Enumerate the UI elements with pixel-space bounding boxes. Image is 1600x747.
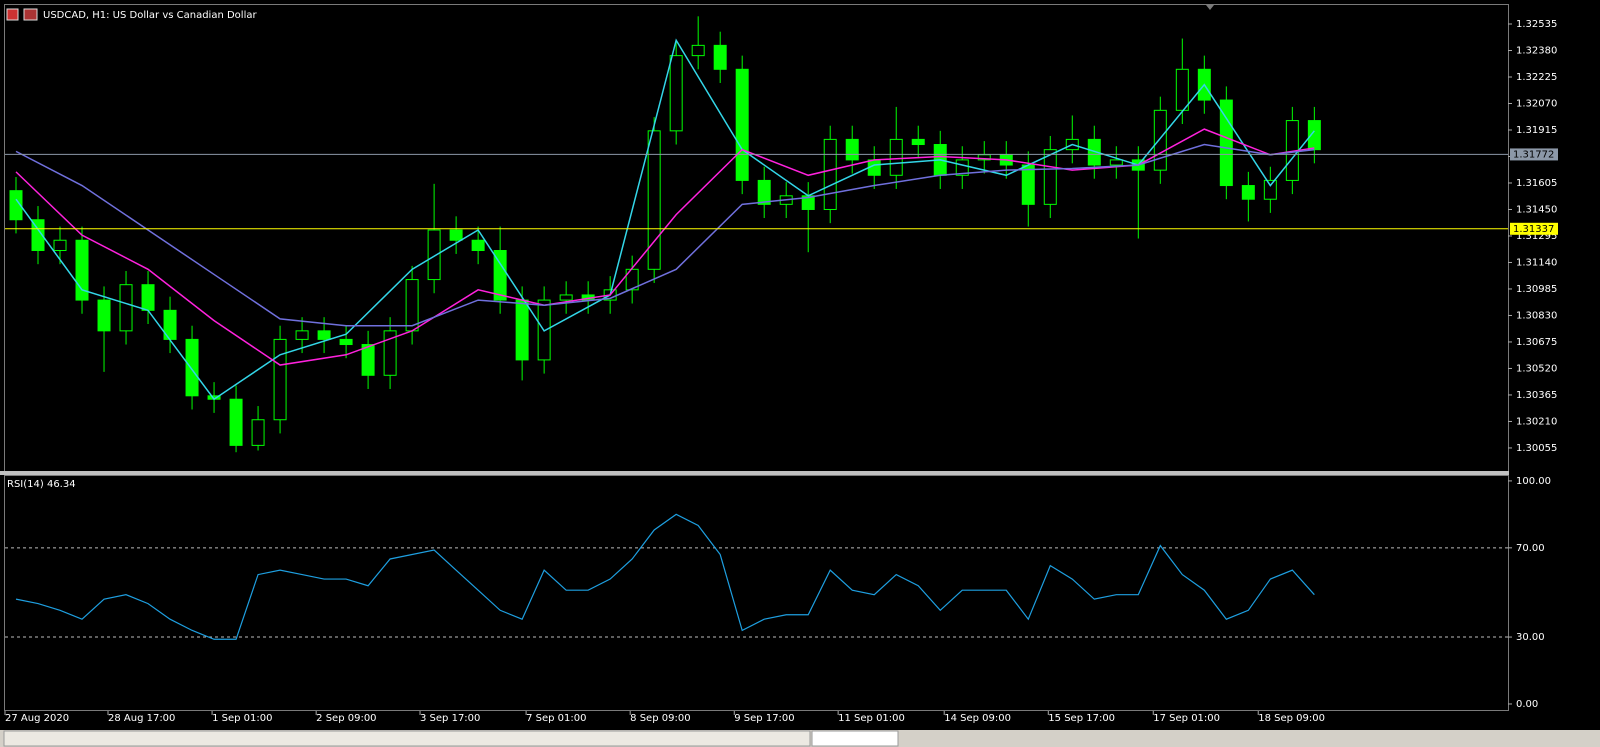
x-tick-label: 3 Sep 17:00 (420, 713, 480, 724)
y-tick-label: 1.31450 (1516, 204, 1557, 215)
x-tick-label: 28 Aug 17:00 (108, 713, 175, 724)
tab[interactable] (3, 730, 811, 747)
moving-average (15, 38, 1315, 401)
candle-body (713, 44, 727, 70)
candle-body (1241, 185, 1255, 200)
y-tick-label: 0.00 (1516, 699, 1538, 710)
candle-body (339, 338, 353, 346)
candle-body (141, 284, 155, 311)
candle-body (669, 55, 683, 132)
candle-body (251, 419, 265, 446)
candle-body (405, 279, 419, 332)
x-tick-label: 14 Sep 09:00 (944, 713, 1011, 724)
candle-body (229, 398, 243, 446)
candle-body (449, 229, 463, 241)
y-tick-label: 1.30675 (1516, 337, 1557, 348)
y-tick-label: 1.30985 (1516, 284, 1557, 295)
candle-body (1263, 179, 1277, 200)
x-tick-label: 27 Aug 2020 (5, 713, 69, 724)
candle-body (647, 130, 661, 270)
chart-title: USDCAD, H1: US Dollar vs Canadian Dollar (43, 10, 257, 21)
candle-body (493, 250, 507, 301)
candle-body (1043, 149, 1057, 205)
candle-body (427, 229, 441, 281)
candle-body (1087, 138, 1101, 166)
rsi-line (15, 513, 1315, 640)
candle-body (185, 338, 199, 397)
shift-marker[interactable] (1206, 5, 1214, 10)
candle-body (31, 219, 45, 252)
rsi-title: RSI(14) 46.34 (7, 479, 76, 490)
y-tick-label: 1.31605 (1516, 178, 1557, 189)
candle-body (471, 239, 485, 252)
candle-body (515, 299, 529, 361)
y-tick-label: 1.31140 (1516, 257, 1557, 268)
price-level-box (1510, 148, 1558, 161)
candle-body (295, 330, 309, 340)
y-tick-label: 100.00 (1516, 476, 1551, 487)
y-tick-label: 70.00 (1516, 543, 1545, 554)
tab[interactable] (811, 730, 899, 747)
candle-body (9, 190, 23, 221)
candle-body (1219, 99, 1233, 187)
y-tick-label: 1.32070 (1516, 98, 1557, 109)
y-tick-label: 1.31295 (1516, 231, 1557, 242)
y-tick-label: 1.30830 (1516, 310, 1557, 321)
candle-body (845, 138, 859, 161)
candle-body (559, 294, 573, 301)
x-tick-label: 1 Sep 01:00 (212, 713, 272, 724)
symbol-icon (23, 8, 38, 21)
candle-body (1021, 164, 1035, 205)
x-tick-label: 7 Sep 01:00 (526, 713, 586, 724)
panel-splitter[interactable] (0, 471, 1509, 475)
moving-average (15, 143, 1315, 327)
candle-body (889, 138, 903, 176)
candle-body (317, 330, 331, 340)
candle-body (823, 138, 837, 210)
x-tick-label: 8 Sep 09:00 (630, 713, 690, 724)
candle-body (1109, 159, 1123, 166)
x-tick-label: 9 Sep 17:00 (734, 713, 794, 724)
candle-body (273, 338, 287, 421)
candle-body (361, 344, 375, 376)
y-tick-label: 1.32225 (1516, 72, 1557, 83)
price-level-box (1510, 222, 1558, 235)
y-tick-label: 1.32380 (1516, 45, 1557, 56)
candle-body (1153, 109, 1167, 171)
candle-body (97, 299, 111, 332)
y-tick-label: 1.31915 (1516, 125, 1557, 136)
x-tick-label: 2 Sep 09:00 (316, 713, 376, 724)
price-level-label: 1.31337 (1513, 224, 1554, 235)
candle-body (383, 330, 397, 376)
x-tick-label: 11 Sep 01:00 (838, 713, 905, 724)
symbol-icon (6, 8, 19, 21)
candle-body (53, 239, 67, 252)
candle-body (691, 44, 705, 57)
x-tick-label: 18 Sep 09:00 (1258, 713, 1325, 724)
y-tick-label: 30.00 (1516, 632, 1545, 643)
y-tick-label: 1.30520 (1516, 363, 1557, 374)
candle-body (735, 68, 749, 181)
price-level-label: 1.31772 (1513, 149, 1554, 160)
y-tick-label: 1.30055 (1516, 443, 1557, 454)
y-tick-label: 1.32535 (1516, 19, 1557, 30)
candle-body (911, 138, 925, 146)
x-tick-label: 17 Sep 01:00 (1153, 713, 1220, 724)
y-tick-label: 1.30210 (1516, 416, 1557, 427)
rsi-panel (4, 475, 1509, 711)
y-tick-label: 1.30365 (1516, 390, 1557, 401)
candle-body (119, 284, 133, 332)
candle-body (1175, 68, 1189, 111)
candle-body (757, 179, 771, 205)
x-tick-label: 15 Sep 17:00 (1048, 713, 1115, 724)
